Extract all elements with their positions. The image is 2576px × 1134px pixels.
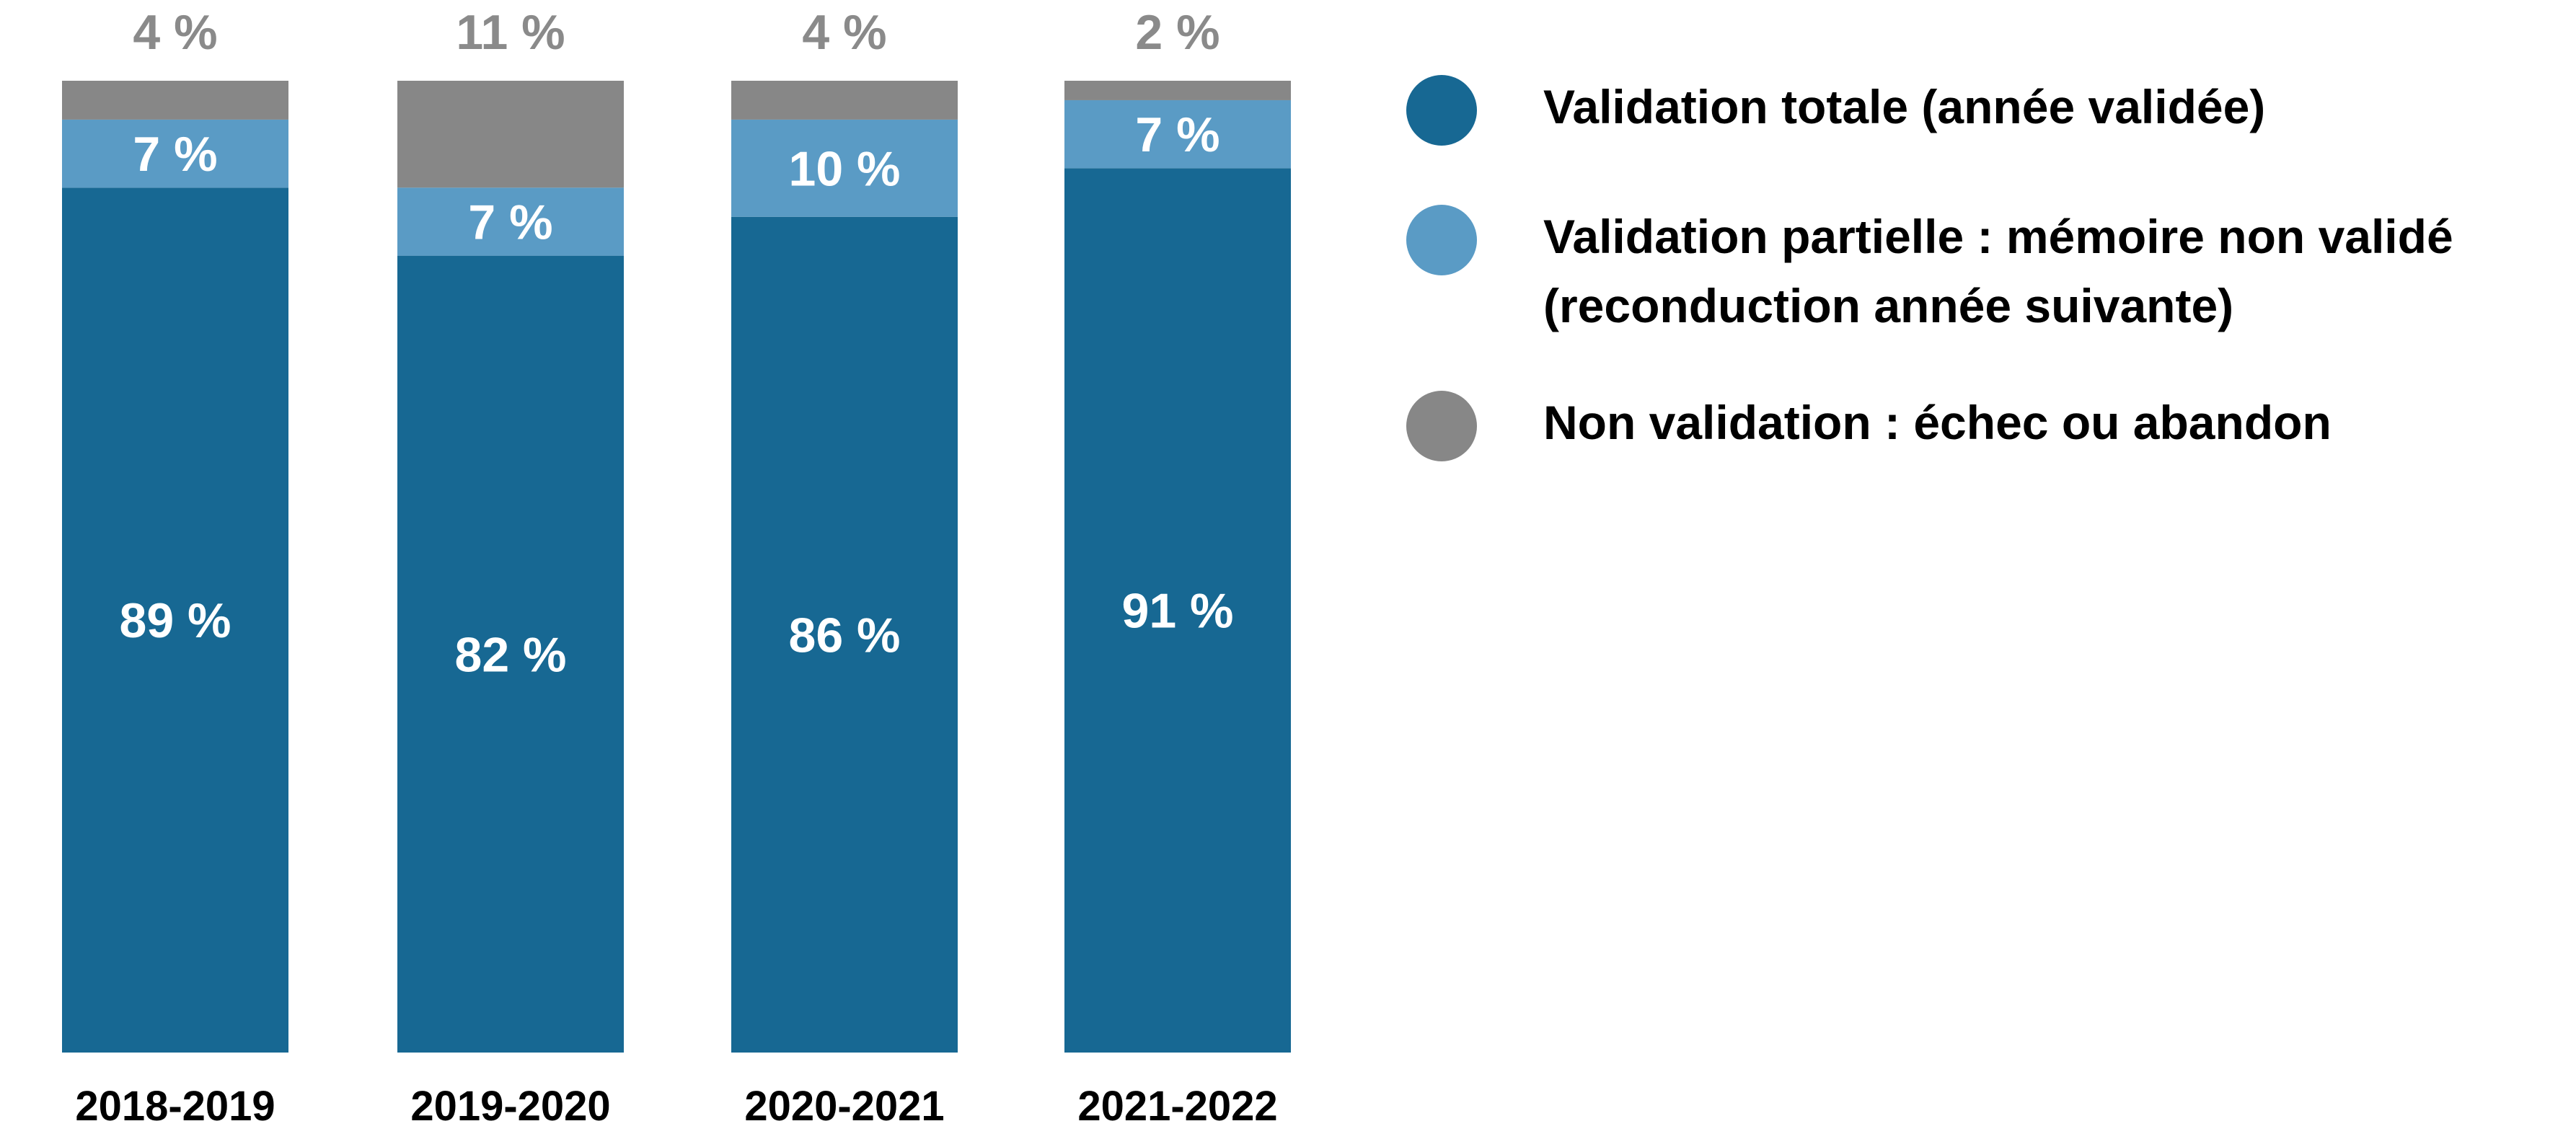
segment-value-label-2021-2022-series-1: 7 % [1135,107,1219,162]
segment-value-label-2019-2020-series-0: 82 % [455,627,567,682]
bar-segment-2019-2020-series-2 [397,81,624,188]
bar-segment-2018-2019-series-0 [62,187,288,1053]
legend: Validation totale (année validée) Valida… [1406,72,2560,461]
legend-label-line-2: (reconduction année suivante) [1543,279,2234,332]
legend-label: Validation totale (année validée) [1543,80,2266,133]
category-label-2019-2020: 2019-2020 [410,1083,610,1130]
segment-value-label-2019-2020-series-1: 7 % [468,195,552,249]
bar-segment-2019-2020-series-1 [397,187,624,256]
bar-segment-2021-2022-series-1 [1064,99,1291,169]
legend-label-line-1: Validation partielle : mémoire non valid… [1543,210,2453,263]
bar-segment-2021-2022-series-0 [1064,168,1291,1053]
top-value-label-2020-2021-series-2: 4 % [802,5,886,60]
bar-segment-2020-2021-series-2 [731,81,958,120]
segment-value-label-2018-2019-series-0: 89 % [120,593,231,648]
legend-circle-icon [1406,205,1477,275]
bar-segment-2018-2019-series-2 [62,81,288,120]
legend-item-non-validation: Non validation : échec ou abandon [1406,388,2560,461]
segment-value-label-2020-2021-series-1: 10 % [789,141,901,196]
legend-circle-icon [1406,75,1477,146]
segment-value-label-2021-2022-series-0: 91 % [1122,584,1234,639]
bar-segment-2018-2019-series-1 [62,119,288,188]
legend-item-validation-totale: Validation totale (année validée) [1406,72,2560,146]
segment-value-label-2018-2019-series-1: 7 % [133,127,217,182]
category-label-2018-2019: 2018-2019 [75,1083,275,1130]
bar-segment-2020-2021-series-0 [731,216,958,1053]
bar-segment-2020-2021-series-1 [731,119,958,217]
top-value-label-2019-2020-series-2: 11 % [456,5,565,60]
legend-label: Non validation : échec ou abandon [1543,396,2332,449]
category-label-2021-2022: 2021-2022 [1077,1083,1277,1130]
segment-value-label-2020-2021-series-0: 86 % [789,608,901,663]
bar-segment-2019-2020-series-0 [397,255,624,1053]
bar-segment-2021-2022-series-2 [1064,81,1291,100]
top-value-label-2018-2019-series-2: 4 % [133,5,217,60]
top-value-label-2021-2022-series-2: 2 % [1135,5,1219,60]
category-label-2020-2021: 2020-2021 [744,1083,944,1130]
legend-item-validation-partielle: Validation partielle : mémoire non valid… [1406,202,2560,340]
legend-circle-icon [1406,391,1477,461]
